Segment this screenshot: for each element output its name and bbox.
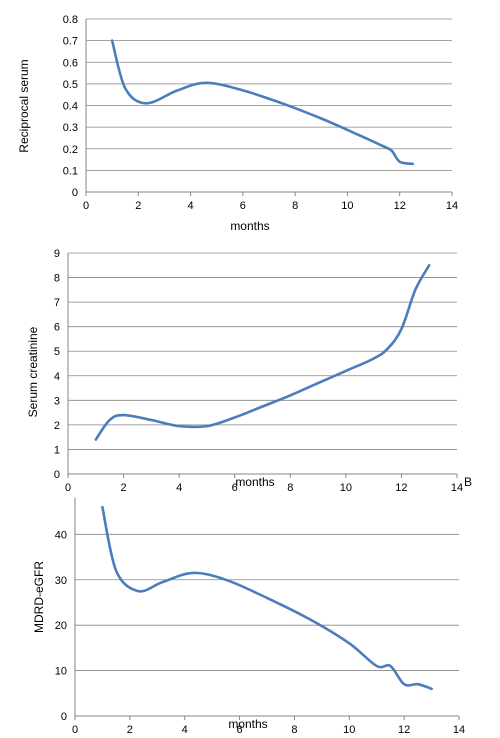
y-tick-label: 2 <box>54 420 60 432</box>
reciprocal-serum-chart: Reciprocal serum months 0 0.1 0.2 0.3 0.4 0.5… <box>17 14 458 233</box>
y-tick-label: 40 <box>55 529 67 541</box>
x-tick-label: 0 <box>83 200 89 212</box>
y-tick-label: 0 <box>72 187 78 199</box>
x-tick-label: 6 <box>237 724 243 736</box>
x-tick-label: 12 <box>394 200 406 212</box>
y-tick-label: 7 <box>54 297 60 309</box>
y-tick-label: 8 <box>54 273 60 285</box>
x-tick-label: 10 <box>343 724 355 736</box>
x-axis-label: months <box>235 475 274 489</box>
y-tick-label: 4 <box>54 371 60 383</box>
x-tick-label: 2 <box>121 482 127 494</box>
x-tick-label: 14 <box>451 482 463 494</box>
y-tick-label: 0.5 <box>63 79 78 91</box>
x-tick-label: 4 <box>176 482 182 494</box>
x-tick-label: 6 <box>232 482 238 494</box>
y-tick-label: 0 <box>61 711 67 723</box>
series-line <box>94 264 431 441</box>
x-tick-label: 8 <box>292 200 298 212</box>
y-tick-label: 3 <box>54 395 60 407</box>
mdrd-egfr-chart: MDRD-eGFR months 0 10 20 30 40 0 2 4 6 8 10 12 14 <box>32 498 465 736</box>
x-tick-label: 0 <box>72 724 78 736</box>
x-tick-label: 12 <box>395 482 407 494</box>
y-tick-label: 0.3 <box>63 122 78 134</box>
panel-annotation: B <box>464 475 472 489</box>
y-tick-label: 6 <box>54 322 60 334</box>
x-tick-label: 10 <box>341 200 353 212</box>
x-tick-label: 12 <box>398 724 410 736</box>
x-tick-label: 10 <box>340 482 352 494</box>
y-axis-label: Reciprocal serum <box>17 59 31 152</box>
x-tick-label: 6 <box>240 200 246 212</box>
y-tick-label: 0.4 <box>63 101 78 113</box>
x-tick-label: 8 <box>287 482 293 494</box>
y-tick-label: 9 <box>54 248 60 260</box>
y-axis-label: Serum creatinine <box>26 326 40 417</box>
y-tick-label: 20 <box>55 620 67 632</box>
y-tick-label: 0 <box>54 469 60 481</box>
y-tick-label: 0.1 <box>63 165 78 177</box>
x-tick-label: 8 <box>291 724 297 736</box>
series-line <box>110 39 415 166</box>
x-tick-label: 2 <box>135 200 141 212</box>
y-tick-label: 0.2 <box>63 144 78 156</box>
y-tick-label: 0.7 <box>63 36 78 48</box>
x-tick-label: 4 <box>182 724 188 736</box>
y-tick-label: 0.8 <box>63 14 78 26</box>
x-tick-label: 0 <box>65 482 71 494</box>
y-tick-label: 5 <box>54 346 60 358</box>
x-tick-label: 4 <box>188 200 194 212</box>
y-tick-label: 10 <box>55 666 67 678</box>
x-tick-label: 2 <box>127 724 133 736</box>
series-line <box>101 505 433 691</box>
x-axis-label: months <box>228 717 267 731</box>
x-axis-label: months <box>230 219 269 233</box>
x-tick-label: 14 <box>446 200 458 212</box>
y-tick-label: 1 <box>54 444 60 456</box>
x-tick-label: 14 <box>453 724 465 736</box>
y-tick-label: 0.6 <box>63 57 78 69</box>
y-axis-label: MDRD-eGFR <box>32 561 46 633</box>
y-tick-label: 30 <box>55 575 67 587</box>
